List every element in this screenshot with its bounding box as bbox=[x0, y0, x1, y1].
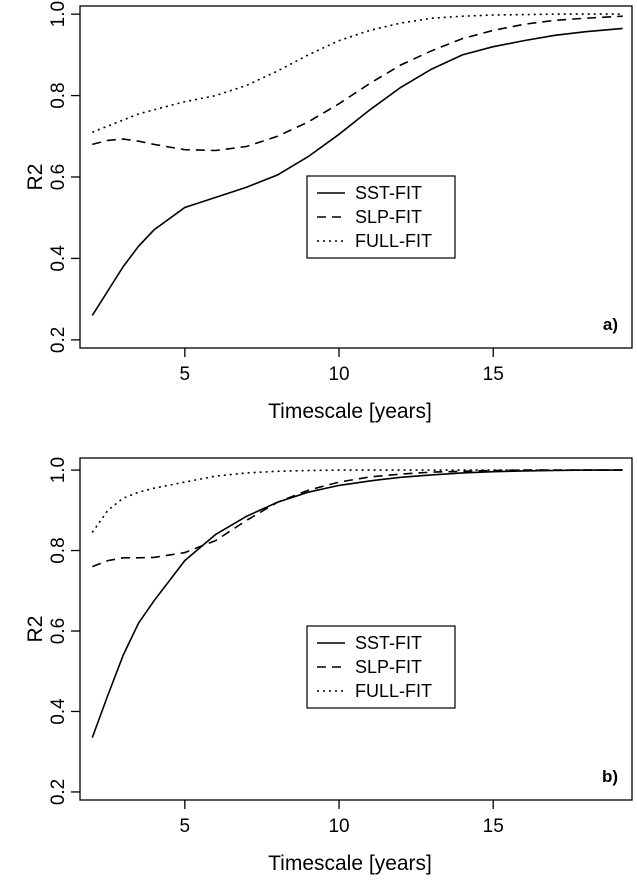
series-line-full-fit bbox=[92, 13, 623, 133]
legend-label-sst-fit: SST-FIT bbox=[355, 183, 422, 203]
y-tick-label: 0.8 bbox=[48, 82, 69, 108]
legend-label-slp-fit: SLP-FIT bbox=[355, 657, 422, 677]
x-tick-label: 5 bbox=[180, 816, 191, 837]
chart-panel-b: 5 10 15 0.2 0.4 0.6 0.8 1.0 Timescale [years] R2 b… bbox=[24, 457, 633, 875]
x-tick-label: 10 bbox=[328, 816, 349, 837]
x-tick-label: 5 bbox=[180, 364, 191, 385]
legend-box bbox=[306, 625, 456, 709]
y-tick-label: 0.8 bbox=[48, 537, 69, 563]
x-axis-title: Timescale [years] bbox=[268, 852, 432, 875]
y-tick-label: 0.2 bbox=[48, 327, 69, 353]
plot-frame bbox=[79, 457, 633, 801]
y-tick-label: 0.2 bbox=[48, 779, 69, 805]
legend-label-slp-fit: SLP-FIT bbox=[355, 207, 422, 227]
x-tick-label: 10 bbox=[328, 364, 349, 385]
y-tick-label: 0.4 bbox=[48, 698, 69, 725]
chart-panel-a: 5 10 15 0.2 0.4 0.6 0.8 1.0 Timescale [years] R2 a… bbox=[24, 1, 633, 423]
y-axis-title: R2 bbox=[24, 616, 47, 643]
y-tick-label: 0.4 bbox=[48, 245, 69, 272]
series-line-sst-fit bbox=[91, 27, 623, 316]
x-axis-title: Timescale [years] bbox=[268, 400, 432, 423]
y-tick-label: 1.0 bbox=[48, 457, 69, 483]
series-line-slp-fit bbox=[92, 15, 623, 152]
y-axis-title: R2 bbox=[24, 164, 47, 191]
panel-label: a) bbox=[603, 315, 618, 334]
y-tick-label: 0.6 bbox=[48, 618, 69, 644]
x-tick-label: 15 bbox=[483, 816, 504, 837]
series-line-sst-fit bbox=[91, 469, 623, 738]
legend-label-sst-fit: SST-FIT bbox=[355, 633, 422, 653]
legend-box bbox=[306, 175, 456, 259]
series-line-full-fit bbox=[91, 469, 623, 533]
legend: SST-FIT SLP-FIT FULL-FIT bbox=[306, 625, 456, 709]
legend-label-full-fit: FULL-FIT bbox=[355, 681, 432, 701]
panel-label: b) bbox=[602, 767, 618, 786]
legend: SST-FIT SLP-FIT FULL-FIT bbox=[306, 175, 456, 259]
y-tick-label: 1.0 bbox=[48, 1, 69, 27]
series-line-slp-fit bbox=[92, 469, 623, 568]
x-tick-label: 15 bbox=[483, 364, 504, 385]
legend-label-full-fit: FULL-FIT bbox=[355, 231, 432, 251]
y-tick-label: 0.6 bbox=[48, 164, 69, 190]
